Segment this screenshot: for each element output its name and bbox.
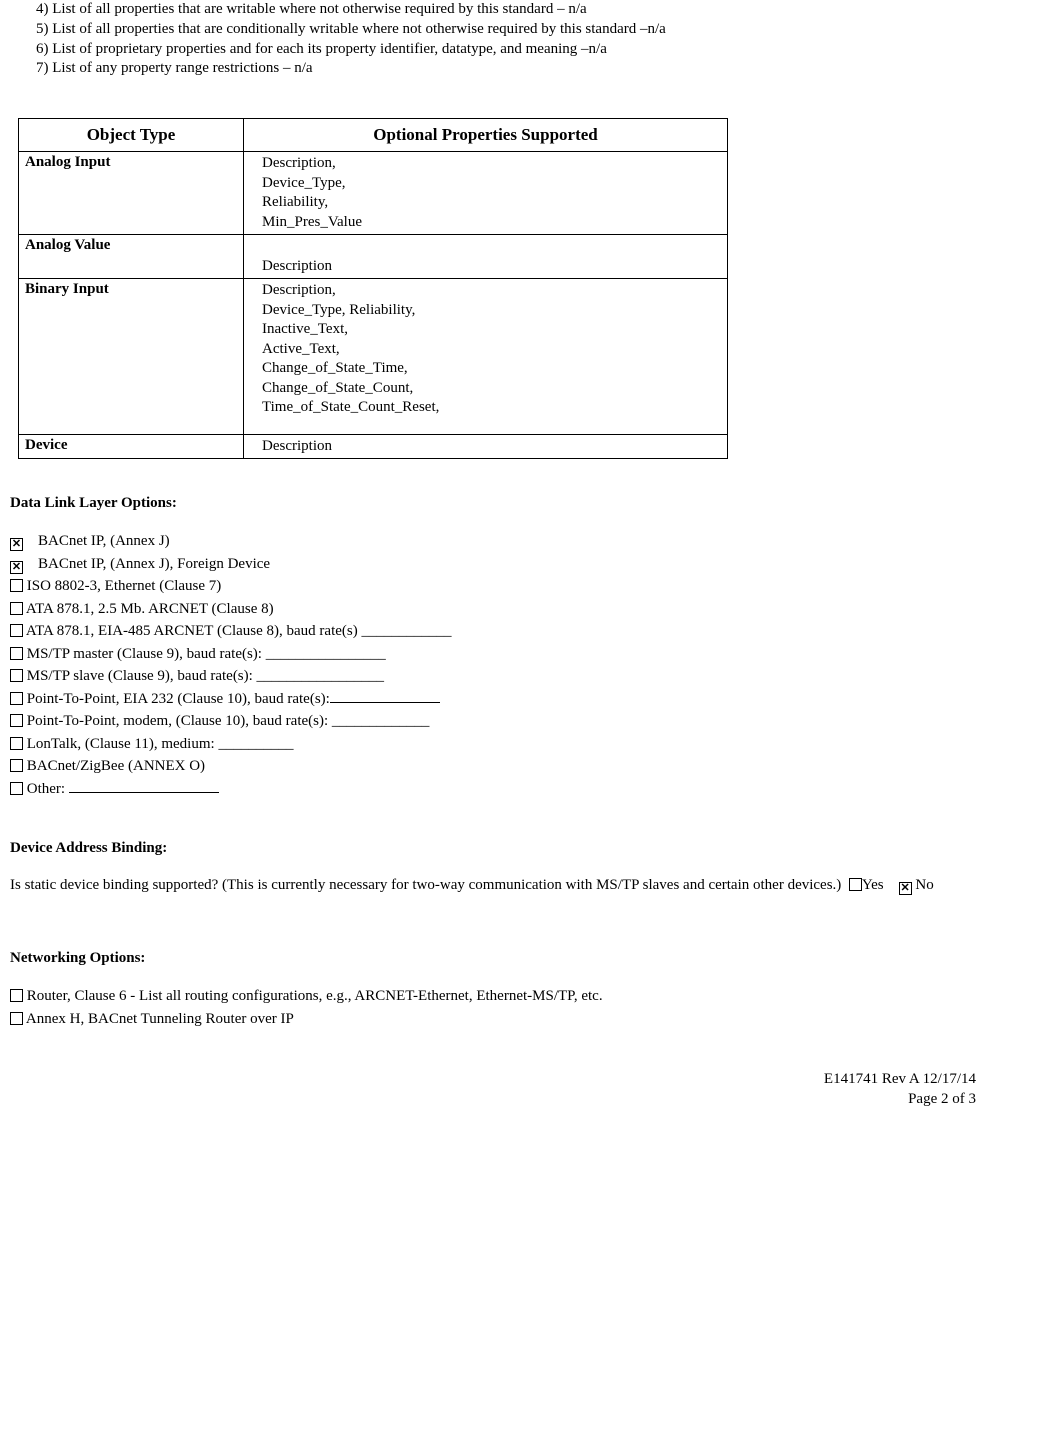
props-cell: Description,Device_Type,Reliability,Min_… xyxy=(244,152,728,235)
checkbox[interactable] xyxy=(10,602,23,615)
checkbox[interactable] xyxy=(10,669,23,682)
yes-checkbox[interactable] xyxy=(849,878,862,891)
object-type-cell: Analog Value xyxy=(19,235,244,279)
checkbox[interactable] xyxy=(10,561,23,574)
checkbox-item: BACnet IP, (Annex J), Foreign Device xyxy=(10,553,1040,576)
data-link-heading: Data Link Layer Options: xyxy=(10,495,1040,512)
blank-line xyxy=(330,702,440,703)
checkbox-label: BACnet IP, (Annex J), Foreign Device xyxy=(23,556,270,572)
checkbox-item: ISO 8802-3, Ethernet (Clause 7) xyxy=(10,575,1040,598)
checkbox-item: MS/TP master (Clause 9), baud rate(s): _… xyxy=(10,643,1040,666)
table-header-object-type: Object Type xyxy=(19,119,244,152)
object-type-table: Object Type Optional Properties Supporte… xyxy=(18,118,728,459)
object-type-cell: Device xyxy=(19,434,244,459)
props-cell: Description,Device_Type, Reliability,Ina… xyxy=(244,279,728,435)
list-item: 6) List of proprietary properties and fo… xyxy=(36,40,1040,59)
checkbox-label: ISO 8802-3, Ethernet (Clause 7) xyxy=(23,578,221,594)
checkbox-label: BACnet/ZigBee (ANNEX O) xyxy=(23,758,205,774)
data-link-options: BACnet IP, (Annex J) BACnet IP, (Annex J… xyxy=(10,530,1040,800)
checkbox[interactable] xyxy=(10,538,23,551)
numbered-list: 4) List of all properties that are writa… xyxy=(10,0,1040,78)
no-checkbox[interactable] xyxy=(899,882,912,895)
networking-options-section: Networking Options: Router, Clause 6 - L… xyxy=(10,950,1040,1030)
no-label: No xyxy=(915,877,933,893)
checkbox[interactable] xyxy=(10,782,23,795)
networking-heading: Networking Options: xyxy=(10,950,1040,967)
checkbox-item: ATA 878.1, 2.5 Mb. ARCNET (Clause 8) xyxy=(10,598,1040,621)
footer-page: Page 2 of 3 xyxy=(10,1090,976,1110)
checkbox-label: Router, Clause 6 - List all routing conf… xyxy=(23,988,603,1004)
checkbox[interactable] xyxy=(10,1012,23,1025)
list-item: 7) List of any property range restrictio… xyxy=(36,59,1040,78)
props-cell: Description xyxy=(244,235,728,279)
checkbox-item: Point-To-Point, modem, (Clause 10), baud… xyxy=(10,710,1040,733)
checkbox[interactable] xyxy=(10,692,23,705)
binding-question: Is static device binding supported? (Thi… xyxy=(10,875,1040,896)
list-item: 4) List of all properties that are writa… xyxy=(36,0,1040,19)
checkbox-label: ATA 878.1, EIA-485 ARCNET (Clause 8), ba… xyxy=(23,623,451,639)
table-header-optional-props: Optional Properties Supported xyxy=(244,119,728,152)
list-item: 5) List of all properties that are condi… xyxy=(36,20,1040,39)
checkbox-label: Annex H, BACnet Tunneling Router over IP xyxy=(23,1011,294,1027)
checkbox-label: LonTalk, (Clause 11), medium: __________ xyxy=(23,736,293,752)
binding-heading: Device Address Binding: xyxy=(10,840,1040,857)
checkbox-item: ATA 878.1, EIA-485 ARCNET (Clause 8), ba… xyxy=(10,620,1040,643)
checkbox[interactable] xyxy=(10,714,23,727)
yes-label: Yes xyxy=(862,877,884,893)
device-address-binding-section: Device Address Binding: Is static device… xyxy=(10,840,1040,896)
checkbox-item: MS/TP slave (Clause 9), baud rate(s): __… xyxy=(10,665,1040,688)
table-row: Binary Input Description,Device_Type, Re… xyxy=(19,279,728,435)
checkbox[interactable] xyxy=(10,759,23,772)
checkbox-item: Annex H, BACnet Tunneling Router over IP xyxy=(10,1008,1040,1031)
checkbox-label: BACnet IP, (Annex J) xyxy=(23,533,170,549)
object-type-cell: Binary Input xyxy=(19,279,244,435)
networking-options: Router, Clause 6 - List all routing conf… xyxy=(10,985,1040,1030)
checkbox-label: MS/TP master (Clause 9), baud rate(s): _… xyxy=(23,646,386,662)
checkbox-item: BACnet/ZigBee (ANNEX O) xyxy=(10,755,1040,778)
checkbox-item: Other: xyxy=(10,778,1040,801)
checkbox-item: Point-To-Point, EIA 232 (Clause 10), bau… xyxy=(10,688,1040,711)
checkbox[interactable] xyxy=(10,989,23,1002)
checkbox-item: BACnet IP, (Annex J) xyxy=(10,530,1040,553)
blank-line xyxy=(69,792,219,793)
checkbox-item: Router, Clause 6 - List all routing conf… xyxy=(10,985,1040,1008)
table-row: Device Description xyxy=(19,434,728,459)
object-type-cell: Analog Input xyxy=(19,152,244,235)
checkbox[interactable] xyxy=(10,737,23,750)
checkbox-label: ATA 878.1, 2.5 Mb. ARCNET (Clause 8) xyxy=(23,601,274,617)
checkbox[interactable] xyxy=(10,647,23,660)
checkbox-label: MS/TP slave (Clause 9), baud rate(s): __… xyxy=(23,668,384,684)
checkbox[interactable] xyxy=(10,624,23,637)
checkbox-label: Point-To-Point, EIA 232 (Clause 10), bau… xyxy=(23,691,330,707)
checkbox-label: Point-To-Point, modem, (Clause 10), baud… xyxy=(23,713,429,729)
table-row: Analog Value Description xyxy=(19,235,728,279)
checkbox[interactable] xyxy=(10,579,23,592)
table-row: Analog Input Description,Device_Type,Rel… xyxy=(19,152,728,235)
footer-rev: E141741 Rev A 12/17/14 xyxy=(10,1070,976,1090)
checkbox-item: LonTalk, (Clause 11), medium: __________ xyxy=(10,733,1040,756)
checkbox-label: Other: xyxy=(23,781,69,797)
page-footer: E141741 Rev A 12/17/14 Page 2 of 3 xyxy=(10,1070,1040,1109)
props-cell: Description xyxy=(244,434,728,459)
